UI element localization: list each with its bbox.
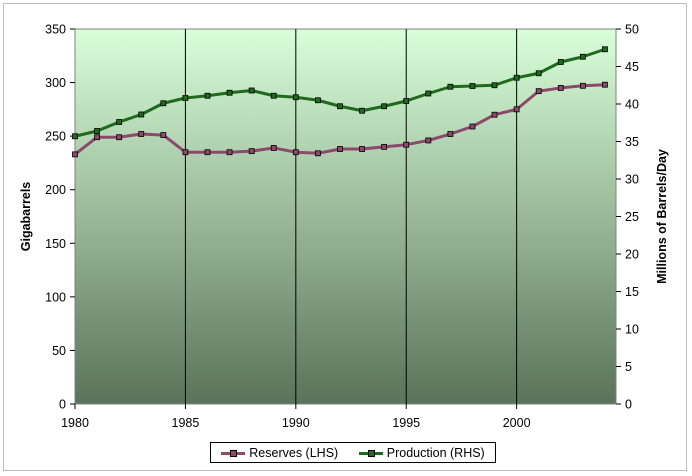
x-tick-label: 1985	[172, 416, 200, 430]
plot-area	[74, 28, 617, 405]
data-point-production	[579, 53, 586, 60]
data-point-production	[226, 89, 233, 96]
legend-swatch-reserves	[221, 448, 246, 458]
data-point-reserves	[337, 146, 343, 152]
data-point-reserves	[72, 151, 78, 158]
y-left-tick-label: 150	[45, 237, 66, 251]
y-left-tick-label: 200	[45, 183, 66, 197]
data-point-reserves	[160, 132, 167, 138]
y-right-tick-label: 20	[625, 248, 639, 262]
data-point-production	[116, 119, 123, 125]
data-point-reserves	[491, 111, 498, 118]
y-left-tick-label: 0	[59, 398, 66, 412]
data-point-reserves	[535, 88, 542, 95]
data-point-reserves	[557, 85, 564, 91]
data-point-production	[337, 103, 343, 110]
data-point-reserves	[579, 82, 586, 89]
data-point-production	[204, 92, 211, 99]
legend-label-production: Production (RHS)	[386, 445, 485, 460]
y-left-tick-label: 350	[45, 23, 66, 37]
x-axis: 1980 1985 1990 1995 2000	[61, 404, 531, 430]
data-point-production	[425, 90, 432, 97]
data-point-production	[469, 83, 476, 89]
data-point-reserves	[447, 131, 454, 137]
data-point-reserves	[182, 149, 189, 156]
y-right-tick-label: 50	[625, 23, 639, 37]
data-point-reserves	[359, 146, 365, 152]
data-point-reserves	[138, 131, 145, 137]
y-axis-left-title: Gigabarrels	[19, 182, 33, 252]
data-point-production	[72, 133, 78, 140]
data-point-production	[160, 100, 167, 107]
data-point-reserves	[381, 143, 388, 150]
data-point-production	[94, 128, 100, 134]
x-tick-label: 1990	[282, 416, 310, 430]
y-left-tick-label: 100	[45, 290, 66, 304]
data-point-production	[381, 103, 388, 110]
legend-item-production: Production (RHS)	[358, 445, 485, 460]
data-point-reserves	[226, 149, 233, 156]
legend-swatch-production	[358, 448, 383, 458]
y-left-tick-label: 250	[45, 130, 66, 144]
data-point-reserves	[425, 137, 432, 144]
y-left-tick-label: 300	[45, 76, 66, 90]
legend: Reserves (LHS) Production (RHS)	[210, 442, 496, 463]
data-point-reserves	[248, 148, 255, 155]
data-point-production	[602, 46, 608, 53]
data-point-reserves	[94, 134, 100, 141]
data-point-reserves	[204, 149, 211, 156]
data-point-production	[447, 83, 454, 90]
data-point-production	[138, 111, 145, 118]
data-point-production	[182, 95, 189, 101]
y-right-tick-label: 15	[625, 285, 639, 299]
data-point-reserves	[314, 150, 321, 157]
y-right-tick-label: 5	[625, 360, 632, 374]
data-point-reserves	[292, 149, 299, 156]
y-right-tick-label: 25	[625, 210, 639, 224]
data-point-reserves	[513, 106, 520, 113]
y-left-tick-label: 50	[52, 344, 66, 358]
data-point-production	[359, 107, 365, 114]
legend-label-reserves: Reserves (LHS)	[249, 445, 339, 460]
grid-lines	[184, 29, 518, 404]
data-point-production	[403, 98, 410, 104]
y-axis-left: 0 50 100 150 200 250 300 350	[45, 23, 75, 412]
y-right-tick-label: 30	[625, 173, 639, 187]
data-point-production	[248, 87, 255, 94]
x-tick-label: 2000	[503, 416, 531, 430]
data-point-reserves	[403, 141, 410, 148]
data-point-production	[535, 70, 542, 77]
x-tick-label: 1980	[61, 416, 89, 430]
data-point-reserves	[270, 145, 277, 151]
data-point-production	[557, 59, 564, 65]
y-right-tick-label: 10	[625, 323, 639, 337]
y-right-tick-label: 40	[625, 98, 639, 112]
y-right-tick-label: 45	[625, 60, 639, 74]
y-axis-right: 0 5 10 15 20 25 30 35 40 45 50	[616, 23, 639, 412]
data-point-production	[314, 97, 321, 104]
legend-item-reserves: Reserves (LHS)	[221, 446, 338, 460]
data-point-reserves	[116, 134, 123, 141]
data-point-reserves	[469, 123, 476, 130]
data-point-reserves	[602, 81, 608, 88]
x-tick-label: 1995	[392, 416, 420, 430]
data-point-production	[292, 94, 299, 101]
y-right-tick-label: 35	[625, 135, 639, 149]
series-layer	[72, 46, 608, 158]
data-point-production	[270, 92, 277, 99]
data-point-production	[513, 74, 520, 81]
y-right-tick-label: 0	[625, 398, 632, 412]
data-point-production	[491, 82, 498, 89]
y-axis-right-title: Millions of Barrels/Day	[655, 149, 669, 284]
